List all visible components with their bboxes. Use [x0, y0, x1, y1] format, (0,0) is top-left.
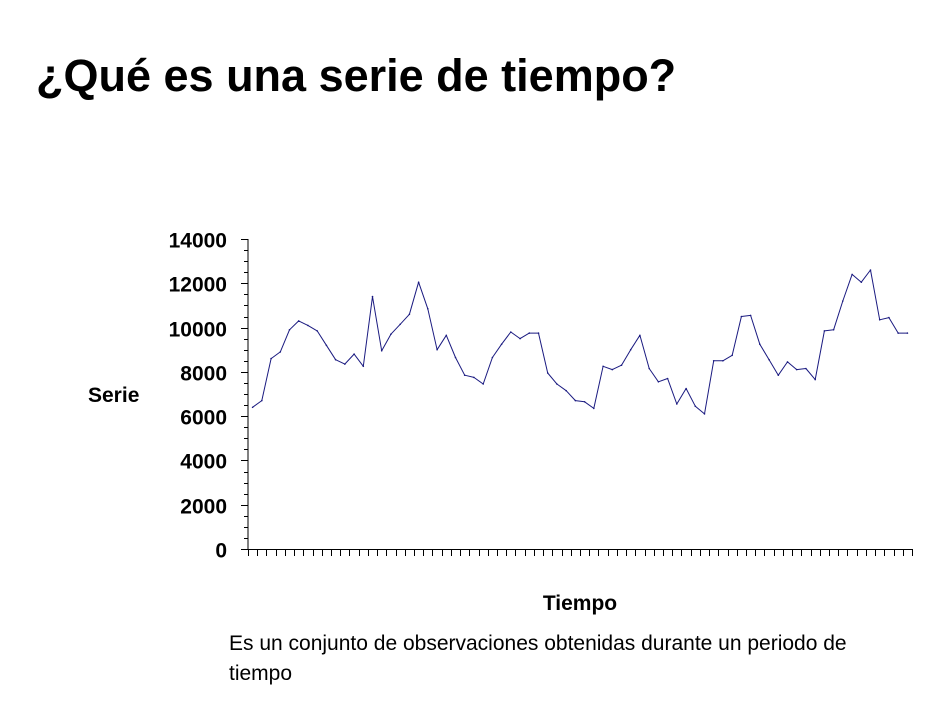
data-point — [325, 344, 328, 347]
data-point — [537, 332, 540, 334]
data-point — [380, 350, 383, 352]
data-point — [565, 389, 567, 392]
y-tick-label: 6000 — [180, 407, 227, 430]
data-point — [491, 356, 494, 359]
data-point — [307, 324, 309, 327]
slide-title: ¿Qué es una serie de tiempo? — [36, 50, 677, 101]
data-point — [556, 383, 558, 385]
data-point — [574, 399, 577, 402]
data-point — [528, 332, 531, 334]
data-point — [851, 273, 853, 276]
data-point — [261, 399, 263, 402]
y-axis-label: Serie — [88, 384, 139, 407]
data-point — [500, 343, 503, 346]
data-point — [629, 348, 632, 351]
data-point — [823, 330, 826, 332]
data-point — [251, 406, 254, 409]
data-point — [897, 332, 899, 334]
data-point — [657, 381, 660, 383]
data-point — [602, 365, 604, 368]
data-point — [768, 358, 770, 361]
caption-text: Es un conjunto de observaciones obtenida… — [229, 632, 847, 685]
y-tick-label: 10000 — [169, 319, 227, 342]
data-point — [676, 403, 678, 405]
data-point — [611, 368, 614, 371]
data-point — [795, 368, 798, 371]
y-tick-label: 14000 — [169, 230, 227, 253]
data-point — [832, 329, 835, 331]
data-point — [703, 413, 706, 415]
data-point — [417, 281, 420, 284]
data-point — [519, 337, 521, 340]
y-tick-label: 4000 — [180, 451, 227, 474]
data-point — [510, 331, 512, 333]
data-point — [344, 363, 346, 365]
data-point — [482, 383, 485, 385]
data-point — [814, 378, 816, 381]
y-tick-label: 12000 — [169, 274, 227, 297]
data-point — [473, 376, 475, 379]
series-line — [252, 269, 908, 415]
data-point — [427, 308, 429, 310]
data-point — [593, 407, 595, 410]
data-point — [731, 354, 733, 357]
data-point — [399, 323, 402, 326]
y-tick-label: 8000 — [180, 363, 227, 386]
data-point — [777, 374, 780, 377]
data-point — [759, 343, 761, 346]
data-point — [666, 377, 669, 380]
data-point — [436, 348, 438, 351]
data-point — [639, 334, 641, 337]
data-point — [842, 300, 844, 302]
data-point — [390, 333, 392, 336]
data-point — [786, 361, 789, 363]
data-point — [712, 360, 715, 362]
y-axis: 0 2000 4000 6000 8000 10000 12000 14000 — [169, 230, 249, 563]
y-tick-label: 2000 — [180, 496, 227, 519]
data-point — [860, 281, 863, 284]
x-axis — [248, 549, 913, 556]
data-point — [353, 353, 355, 355]
data-point — [279, 351, 282, 353]
data-point — [334, 358, 337, 361]
data-point — [408, 313, 411, 316]
data-point — [583, 401, 586, 403]
data-point — [454, 356, 457, 359]
data-point — [316, 330, 319, 332]
data-point — [362, 365, 365, 368]
data-point — [906, 332, 909, 334]
data-point — [722, 360, 724, 362]
data-point — [463, 374, 466, 377]
data-point — [869, 269, 872, 271]
data-point — [805, 367, 807, 370]
series-group — [251, 269, 909, 415]
data-point — [445, 334, 448, 337]
data-point — [620, 364, 623, 367]
data-point — [749, 314, 752, 317]
data-point — [270, 357, 272, 360]
data-point — [288, 329, 291, 331]
data-point — [648, 367, 650, 370]
x-axis-label: Tiempo — [543, 592, 617, 615]
data-point — [685, 387, 687, 390]
data-point — [297, 320, 300, 322]
data-point — [888, 316, 890, 319]
data-point — [371, 295, 374, 298]
y-tick-label: 0 — [215, 540, 227, 563]
data-point — [740, 315, 743, 318]
data-point — [694, 405, 697, 408]
data-point — [546, 372, 549, 374]
data-point — [878, 319, 881, 321]
